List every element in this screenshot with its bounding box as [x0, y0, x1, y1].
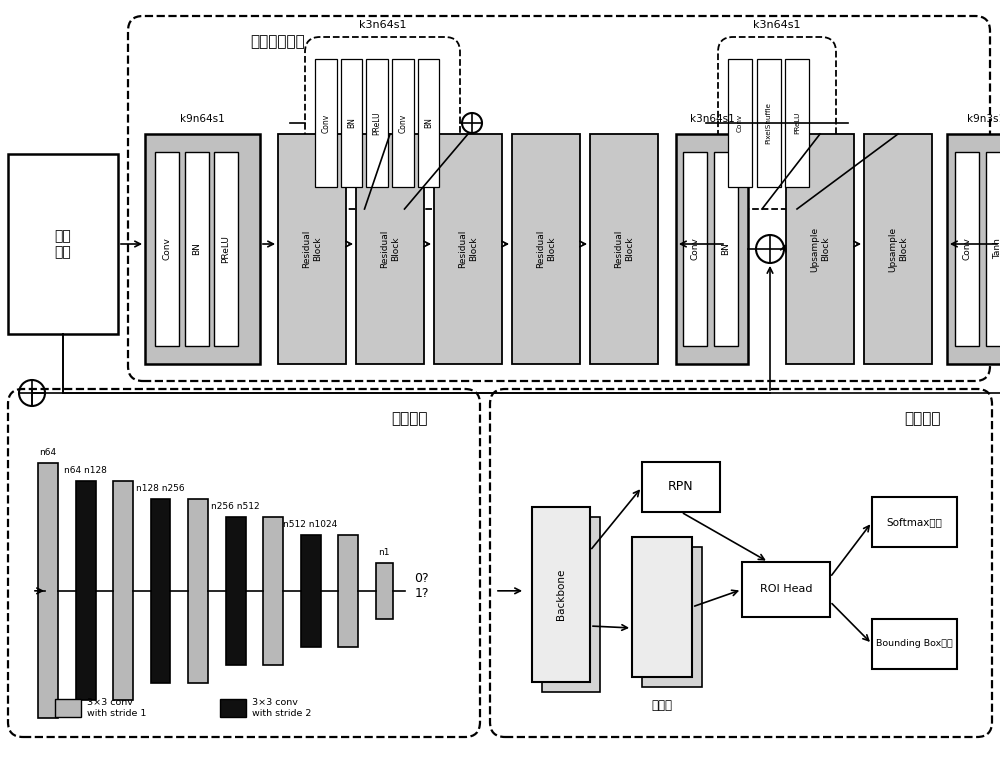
FancyBboxPatch shape	[785, 59, 809, 187]
FancyBboxPatch shape	[986, 152, 1000, 346]
Text: 特征图: 特征图	[652, 699, 672, 712]
Text: BN: BN	[192, 243, 201, 256]
Text: Conv: Conv	[162, 238, 172, 260]
Text: 0?
1?: 0? 1?	[414, 572, 429, 600]
Text: BN: BN	[347, 118, 356, 128]
FancyBboxPatch shape	[742, 562, 830, 617]
Text: k3n64s1: k3n64s1	[690, 114, 734, 124]
FancyBboxPatch shape	[226, 517, 246, 665]
Text: k9n64s1: k9n64s1	[180, 114, 225, 124]
Text: Conv: Conv	[690, 238, 700, 260]
Text: Conv: Conv	[398, 113, 407, 133]
Text: Residual
Block: Residual Block	[614, 230, 634, 268]
FancyBboxPatch shape	[150, 499, 170, 682]
Text: k3n64s1: k3n64s1	[359, 20, 406, 30]
FancyBboxPatch shape	[263, 517, 283, 665]
Text: ROI Head: ROI Head	[760, 584, 812, 594]
FancyBboxPatch shape	[145, 134, 260, 364]
FancyBboxPatch shape	[8, 154, 118, 334]
FancyBboxPatch shape	[315, 59, 336, 187]
FancyBboxPatch shape	[434, 134, 502, 364]
Text: Tanh: Tanh	[994, 238, 1000, 260]
FancyBboxPatch shape	[376, 562, 392, 619]
FancyBboxPatch shape	[542, 517, 600, 692]
FancyBboxPatch shape	[338, 535, 358, 647]
FancyBboxPatch shape	[155, 152, 179, 346]
Text: Residual
Block: Residual Block	[458, 230, 478, 268]
Text: Conv: Conv	[962, 238, 972, 260]
Text: PReLU: PReLU	[794, 112, 800, 134]
FancyBboxPatch shape	[642, 462, 720, 512]
FancyBboxPatch shape	[955, 152, 979, 346]
FancyBboxPatch shape	[341, 59, 362, 187]
Text: n1: n1	[378, 548, 390, 557]
FancyBboxPatch shape	[864, 134, 932, 364]
Text: PReLU: PReLU	[222, 235, 231, 263]
Text: Upsample
Block: Upsample Block	[810, 226, 830, 272]
Text: Residual
Block: Residual Block	[380, 230, 400, 268]
FancyBboxPatch shape	[512, 134, 580, 364]
FancyBboxPatch shape	[872, 619, 957, 669]
FancyBboxPatch shape	[418, 59, 439, 187]
FancyBboxPatch shape	[632, 537, 692, 677]
FancyBboxPatch shape	[786, 134, 854, 364]
FancyBboxPatch shape	[872, 497, 957, 547]
FancyBboxPatch shape	[113, 481, 133, 701]
Text: k3n64s1: k3n64s1	[753, 20, 801, 30]
Text: Softmax分类: Softmax分类	[887, 517, 942, 527]
FancyBboxPatch shape	[300, 535, 320, 647]
Text: Upsample
Block: Upsample Block	[888, 226, 908, 272]
FancyBboxPatch shape	[392, 59, 414, 187]
Text: 3×3 conv
with stride 2: 3×3 conv with stride 2	[252, 698, 311, 718]
Text: 检测模块: 检测模块	[904, 411, 940, 426]
FancyBboxPatch shape	[757, 59, 780, 187]
Text: BN: BN	[722, 243, 730, 256]
FancyBboxPatch shape	[947, 134, 1000, 364]
FancyBboxPatch shape	[220, 699, 246, 717]
Text: 判别模块: 判别模块	[392, 411, 428, 426]
FancyBboxPatch shape	[214, 152, 238, 346]
FancyBboxPatch shape	[676, 134, 748, 364]
FancyBboxPatch shape	[184, 152, 208, 346]
Text: Residual
Block: Residual Block	[302, 230, 322, 268]
Text: PReLU: PReLU	[373, 111, 382, 135]
FancyBboxPatch shape	[590, 134, 658, 364]
FancyBboxPatch shape	[714, 152, 738, 346]
FancyBboxPatch shape	[38, 463, 58, 718]
FancyBboxPatch shape	[76, 481, 96, 701]
Text: n64 n128: n64 n128	[64, 466, 107, 475]
FancyBboxPatch shape	[532, 507, 590, 682]
FancyBboxPatch shape	[356, 134, 424, 364]
FancyBboxPatch shape	[278, 134, 346, 364]
Text: PixelShuffle: PixelShuffle	[766, 102, 772, 144]
Text: n256 n512: n256 n512	[211, 502, 260, 511]
Text: 重构生成网络: 重构生成网络	[251, 34, 305, 49]
Text: n64: n64	[39, 449, 57, 458]
Text: 输入
图像: 输入 图像	[55, 229, 71, 259]
Text: k9n3s1: k9n3s1	[967, 114, 1000, 124]
Text: n512 n1024: n512 n1024	[283, 520, 338, 529]
FancyBboxPatch shape	[642, 547, 702, 687]
Text: Residual
Block: Residual Block	[536, 230, 556, 268]
FancyBboxPatch shape	[366, 59, 388, 187]
Text: Bounding Box回归: Bounding Box回归	[876, 640, 953, 648]
Text: Conv: Conv	[321, 113, 330, 133]
Text: 3×3 conv
with stride 1: 3×3 conv with stride 1	[87, 698, 146, 718]
FancyBboxPatch shape	[188, 499, 208, 682]
Text: Conv: Conv	[737, 114, 743, 132]
FancyBboxPatch shape	[55, 699, 81, 717]
FancyBboxPatch shape	[683, 152, 707, 346]
FancyBboxPatch shape	[728, 59, 752, 187]
Text: BN: BN	[424, 118, 433, 128]
Text: RPN: RPN	[668, 480, 694, 493]
Text: n128 n256: n128 n256	[136, 484, 185, 493]
Text: Backbone: Backbone	[556, 568, 566, 620]
